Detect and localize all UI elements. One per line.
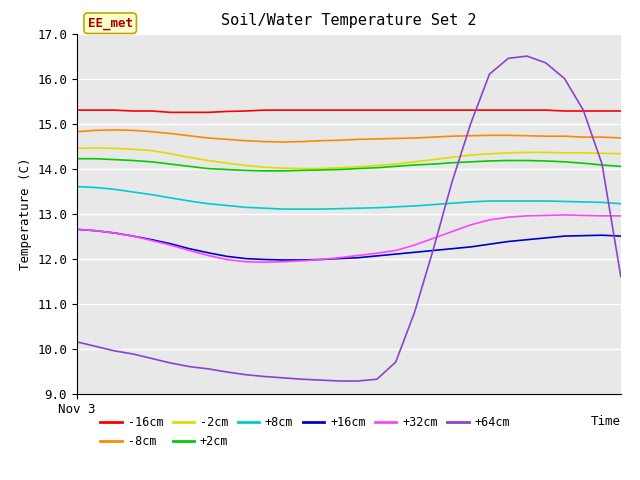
Text: EE_met: EE_met: [88, 17, 132, 30]
Text: Time: Time: [591, 415, 621, 428]
Title: Soil/Water Temperature Set 2: Soil/Water Temperature Set 2: [221, 13, 477, 28]
Y-axis label: Temperature (C): Temperature (C): [19, 157, 31, 270]
Legend: -16cm, -8cm, -2cm, +2cm, +8cm, +16cm, +32cm, +64cm: -16cm, -8cm, -2cm, +2cm, +8cm, +16cm, +3…: [96, 411, 515, 453]
